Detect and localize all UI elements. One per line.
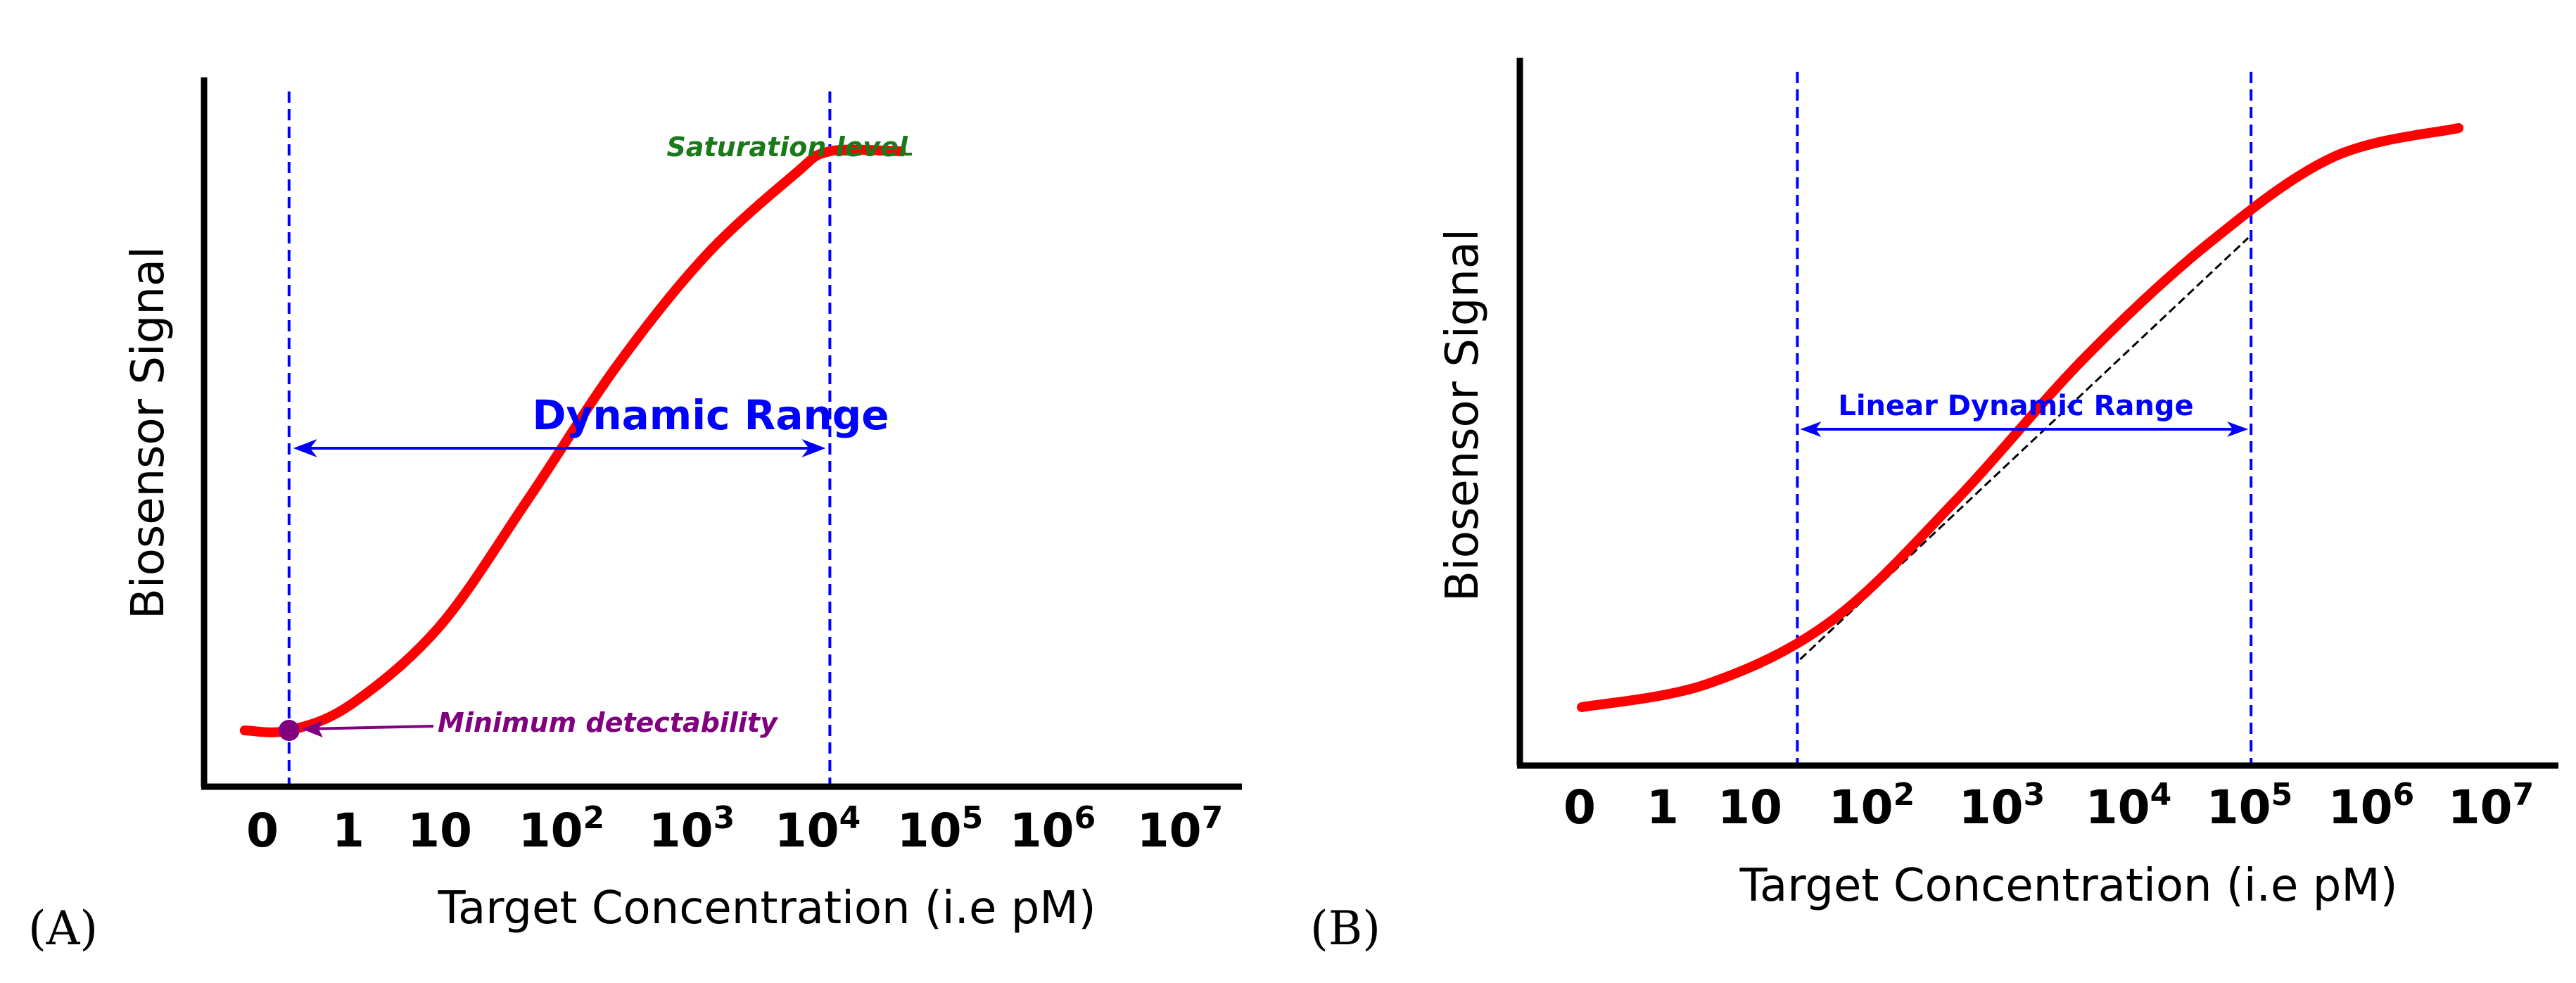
x-tick-label: 107 [1137,800,1223,858]
panel-a-x-label: Target Concentration (i.e pM) [437,882,1096,934]
panel-b-curve-layer [1577,72,2463,763]
panel-b-x-label: Target Concentration (i.e pM) [1739,860,2397,912]
x-tick-label: 10 [1718,780,1782,835]
dynamic-range-label: Dynamic Range [532,391,889,439]
x-tick-label: 103 [649,800,735,858]
panel-a: 0 1 10 102 103 104 105 106 107 Biosensor Signal … [28,77,1242,956]
response-curve [239,144,906,737]
x-tick-label: 102 [519,800,604,858]
minimum-detectability-label: Minimum detectability [438,707,779,738]
x-tick-label: 107 [2448,777,2534,835]
panel-a-curve-layer [239,91,912,785]
arrow-head-right [801,439,826,457]
x-tick-label: 104 [775,800,861,858]
x-tick-label: 0 [1563,780,1596,835]
x-tick-label: 105 [2207,777,2292,835]
panel-a-y-label: Biosensor Signal [122,246,175,619]
panel-b-tick-layer: 0 1 10 102 103 104 105 106 107 [1563,777,2534,835]
x-tick-label: 104 [2086,777,2171,835]
x-tick-label: 0 [246,804,279,858]
x-tick-label: 106 [2328,777,2414,835]
saturation-label: Saturation level [666,132,908,163]
panel-b-label: (B) [1310,901,1381,956]
x-tick-label: 106 [1010,800,1096,858]
minimum-pointer-line [304,725,434,730]
x-tick-label: 105 [897,800,983,858]
x-tick-label: 10 [407,804,472,858]
panel-b-y-label: Biosensor Signal [1437,229,1489,602]
arrow-head-left [293,439,317,457]
x-tick-label: 1 [332,804,364,858]
panel-b: 0 1 10 102 103 104 105 106 107 Biosensor Signal … [1310,58,2558,956]
linear-dynamic-range-label: Linear Dynamic Range [1838,390,2193,422]
minimum-detectability-marker [278,720,300,741]
x-tick-label: 103 [1959,777,2045,835]
x-tick-label: 1 [1647,780,1679,835]
minimum-pointer-head [301,721,323,737]
arrow-head-right [2227,421,2249,437]
panel-a-tick-layer: 0 1 10 102 103 104 105 106 107 [246,800,1223,858]
x-tick-label: 102 [1829,777,1915,835]
panel-a-label: (A) [28,901,98,956]
arrow-head-left [1800,421,1822,437]
